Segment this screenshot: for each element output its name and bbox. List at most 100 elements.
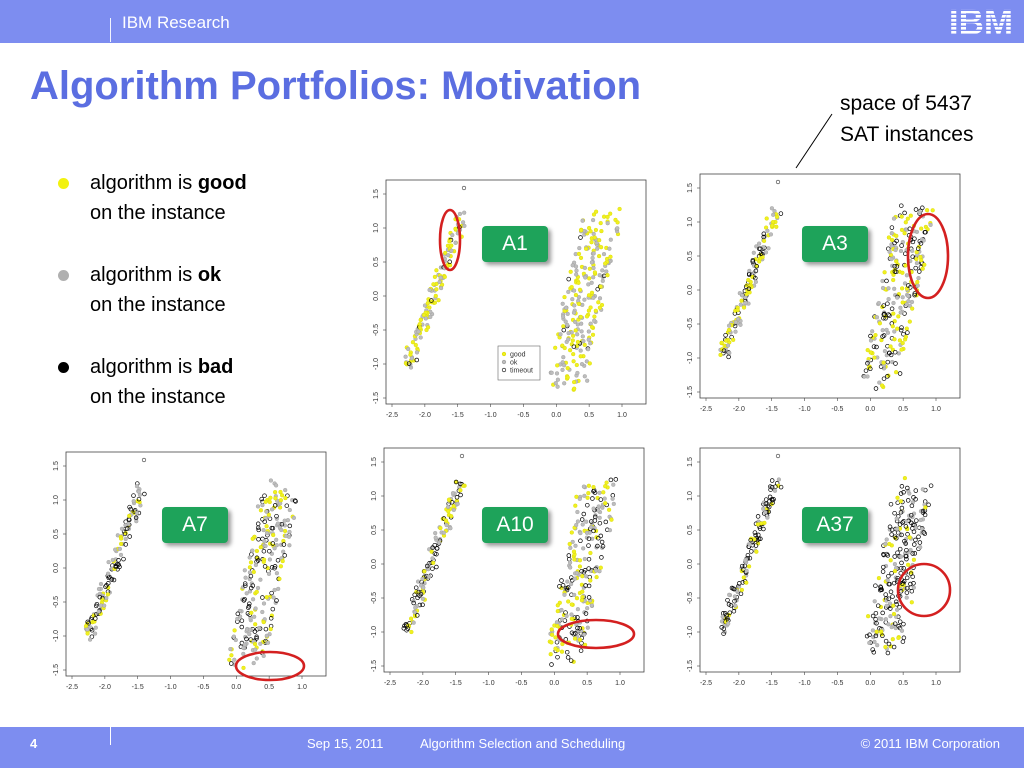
x-tick-label: -2.5 bbox=[386, 412, 398, 419]
scatter-point bbox=[558, 332, 563, 337]
scatter-point bbox=[903, 334, 908, 339]
scatter-point bbox=[886, 286, 891, 291]
scatter-point bbox=[271, 532, 276, 538]
scatter-point bbox=[897, 546, 903, 552]
scatter-point bbox=[429, 298, 434, 303]
scatter-point bbox=[605, 214, 610, 219]
scatter-point bbox=[261, 601, 267, 606]
x-tick-label: 1.0 bbox=[931, 406, 941, 413]
scatter-point bbox=[895, 526, 900, 532]
y-tick-label: -0.5 bbox=[687, 318, 694, 330]
scatter-point bbox=[895, 295, 900, 300]
scatter-point bbox=[566, 337, 571, 342]
scatter-point bbox=[582, 632, 587, 637]
annotation-line2: SAT instances bbox=[840, 123, 974, 146]
scatter-point bbox=[247, 632, 252, 637]
scatter-point bbox=[292, 498, 298, 503]
scatter-point bbox=[565, 311, 570, 316]
scatter-point bbox=[573, 292, 578, 298]
plot-frame bbox=[383, 447, 645, 673]
scatter-point bbox=[227, 657, 232, 662]
scatter-point bbox=[740, 293, 745, 298]
scatter-point bbox=[761, 526, 766, 532]
scatter-point bbox=[904, 547, 909, 553]
scatter-point bbox=[106, 559, 111, 565]
scatter-point bbox=[253, 606, 258, 611]
y-tick-label: -0.5 bbox=[687, 592, 694, 604]
scatter-point bbox=[721, 631, 726, 636]
x-tick-label: 0.0 bbox=[551, 412, 561, 419]
scatter-point bbox=[771, 212, 776, 217]
scatter-point bbox=[458, 488, 463, 493]
scatter-point bbox=[579, 362, 585, 367]
x-tick-label: -1.0 bbox=[799, 680, 811, 687]
scatter-point bbox=[418, 335, 423, 340]
scatter-point bbox=[881, 360, 886, 365]
header-bar: IBM Research IBM bbox=[0, 0, 1024, 43]
scatter-point bbox=[603, 484, 608, 489]
scatter-point bbox=[267, 499, 272, 505]
scatter-point bbox=[900, 286, 905, 291]
scatter-panel-a10: -2.5 -2.0 -1.5 -1.0 -0.5 0.0 0.5 1.0 -1.5 -1.0 -0.… bbox=[362, 444, 654, 700]
scatter-point bbox=[263, 626, 269, 632]
scatter-point bbox=[232, 657, 237, 662]
scatter-point bbox=[262, 519, 267, 524]
scatter-point bbox=[903, 263, 908, 268]
scatter-point bbox=[776, 477, 781, 482]
scatter-point bbox=[553, 345, 558, 350]
scatter-point bbox=[555, 623, 560, 629]
scatter-point bbox=[93, 625, 98, 630]
scatter-point bbox=[592, 270, 597, 275]
footer-separator bbox=[110, 727, 111, 745]
scatter-point bbox=[892, 349, 898, 355]
scatter-point bbox=[578, 235, 583, 240]
scatter-point bbox=[913, 537, 918, 543]
scatter-point bbox=[765, 228, 770, 233]
scatter-point bbox=[746, 272, 752, 277]
scatter-point bbox=[565, 375, 570, 380]
scatter-point bbox=[86, 620, 91, 626]
scatter-point bbox=[249, 610, 254, 615]
scatter-point bbox=[874, 621, 879, 626]
scatter-point bbox=[242, 642, 247, 647]
scatter-point bbox=[269, 613, 274, 618]
footer-copyright: © 2011 IBM Corporation bbox=[860, 736, 1000, 751]
scatter-point bbox=[578, 255, 584, 260]
legend-marker bbox=[501, 351, 507, 357]
scatter-point bbox=[94, 601, 100, 607]
scatter-point bbox=[124, 526, 130, 531]
scatter-point bbox=[888, 344, 893, 349]
scatter-point bbox=[582, 297, 587, 302]
scatter-point bbox=[424, 563, 430, 569]
scatter-point bbox=[896, 635, 901, 640]
scatter-point bbox=[876, 576, 881, 581]
y-tick-label: 1.0 bbox=[53, 495, 60, 505]
scatter-point bbox=[721, 348, 727, 353]
scatter-point bbox=[272, 587, 277, 593]
scatter-point bbox=[97, 594, 103, 600]
scatter-point bbox=[596, 508, 601, 513]
scatter-point bbox=[602, 496, 607, 501]
scatter-plot-svg: -2.5 -2.0 -1.5 -1.0 -0.5 0.0 0.5 1.0 -1.5 -1.0 -0.… bbox=[373, 179, 647, 419]
scatter-point bbox=[228, 647, 233, 652]
scatter-point bbox=[882, 270, 887, 275]
scatter-point bbox=[882, 349, 887, 354]
scatter-panel-a37: -2.5 -2.0 -1.5 -1.0 -0.5 0.0 0.5 1.0 -1.5 -1.0 -0.… bbox=[678, 444, 970, 700]
scatter-point bbox=[260, 595, 265, 600]
scatter-point bbox=[591, 275, 596, 280]
scatter-point bbox=[268, 495, 273, 500]
scatter-point bbox=[723, 332, 728, 338]
scatter-point bbox=[892, 319, 897, 324]
scatter-point bbox=[280, 493, 285, 498]
scatter-point bbox=[904, 302, 909, 307]
scatter-point bbox=[872, 599, 877, 604]
scatter-point bbox=[597, 253, 602, 259]
scatter-point bbox=[592, 235, 597, 240]
scatter-point bbox=[766, 246, 771, 251]
scatter-point bbox=[923, 229, 928, 235]
scatter-point bbox=[434, 268, 439, 273]
scatter-point bbox=[142, 491, 147, 497]
scatter-point bbox=[447, 259, 452, 265]
scatter-point bbox=[913, 525, 918, 530]
scatter-point bbox=[735, 308, 740, 313]
